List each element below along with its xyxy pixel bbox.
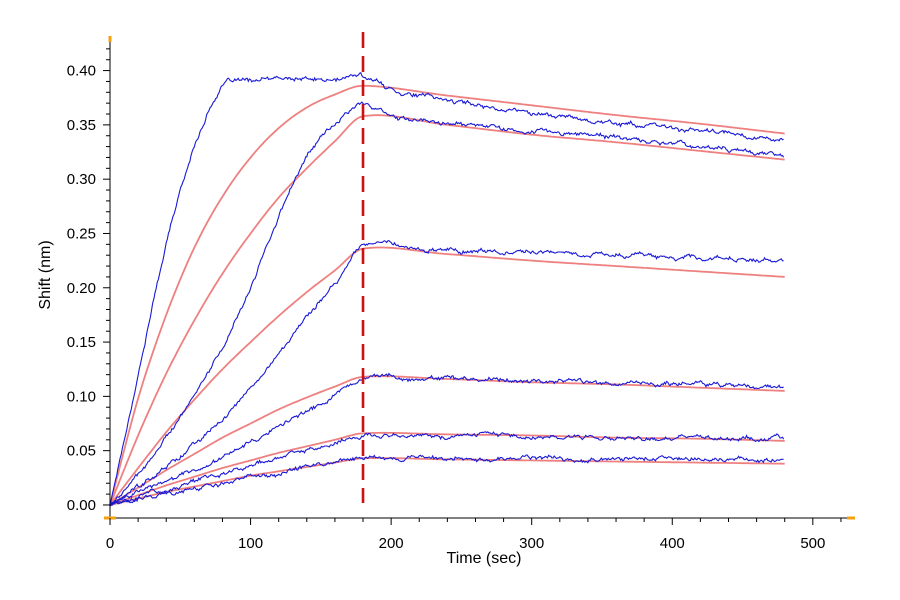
fit-curve-6	[109, 457, 785, 506]
measured-curve-2	[109, 101, 785, 507]
fit-curve-1	[109, 84, 785, 506]
measured-curve-4	[109, 372, 784, 506]
y-tick-label: 0.15	[67, 334, 96, 351]
x-tick-label: 300	[519, 535, 544, 552]
y-axis-title: Shift (nm)	[37, 240, 54, 309]
axes-layer	[103, 36, 855, 525]
x-tick-label: 0	[106, 535, 114, 552]
y-tick-label: 0.35	[67, 117, 96, 134]
fit-curve-5	[109, 431, 785, 506]
x-tick-label: 200	[379, 535, 404, 552]
y-tick-label: 0.10	[67, 388, 96, 405]
y-tick-label: 0.05	[67, 443, 96, 460]
fit-curve-4	[109, 375, 785, 506]
measured-curve-3	[109, 239, 784, 507]
measured-curves-layer	[109, 71, 785, 507]
measured-curve-6	[109, 454, 784, 506]
x-tick-label: 500	[800, 535, 825, 552]
y-tick-label: 0.30	[67, 171, 96, 188]
fit-curve-3	[109, 246, 785, 506]
y-tick-label: 0.20	[67, 280, 96, 297]
measured-curve-1	[109, 71, 784, 506]
x-tick-label: 100	[238, 535, 263, 552]
x-axis-title: Time (sec)	[447, 550, 522, 567]
y-tick-label: 0.00	[67, 497, 96, 514]
fit-curves-layer	[109, 84, 785, 506]
tick-labels-layer: 0.00 0.05 0.10 0.15 0.20 0.25 0.30 0.35 0.40 0 100…	[67, 63, 826, 552]
y-tick-label: 0.25	[67, 225, 96, 242]
x-tick-label: 400	[660, 535, 685, 552]
measured-curve-5	[109, 431, 785, 506]
fit-curve-2	[109, 114, 785, 506]
y-tick-label: 0.40	[67, 63, 96, 80]
